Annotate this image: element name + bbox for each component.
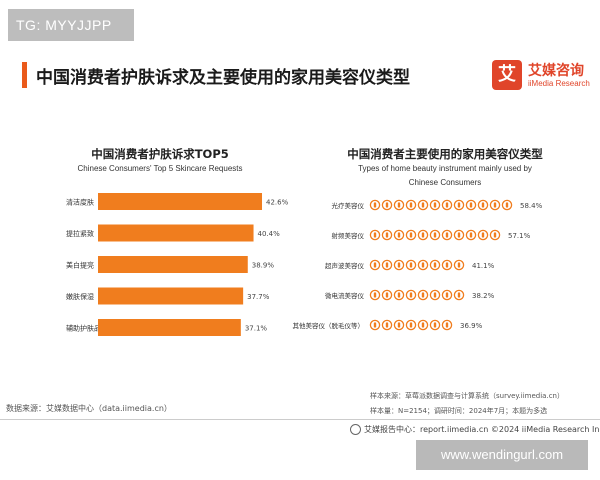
tg-badge: TG: MYYJJPP [8, 9, 134, 41]
beauty-device-icon [369, 319, 381, 331]
beauty-device-icon [441, 199, 453, 211]
beauty-device-icon [465, 199, 477, 211]
brand-name-cn: 艾媒咨询 [528, 63, 584, 79]
beauty-device-icon [477, 229, 489, 241]
beauty-device-icon [393, 319, 405, 331]
beauty-device-icon [417, 199, 429, 211]
beauty-device-icon [381, 199, 393, 211]
watermark: www.wendingurl.com [416, 440, 588, 470]
beauty-device-icon [429, 229, 441, 241]
bar [98, 319, 241, 336]
beauty-device-icon [441, 259, 453, 271]
left-chart-subtitle: Chinese Consumers' Top 5 Skincare Reques… [77, 164, 243, 173]
beauty-device-icon [453, 229, 465, 241]
bar-category-label: 提拉紧致 [66, 229, 94, 238]
beauty-device-icon [417, 319, 429, 331]
report-center-icon [350, 424, 361, 435]
pictograph-value-label: 36.9% [460, 322, 483, 330]
beauty-device-icon [405, 289, 417, 301]
bar-value-label: 38.9% [252, 262, 275, 270]
bar [98, 256, 248, 273]
beauty-device-icon [417, 229, 429, 241]
beauty-device-icon [417, 259, 429, 271]
beauty-device-icon [369, 199, 381, 211]
beauty-device-icon [453, 289, 465, 301]
right-chart-subtitle-line2: Chinese Consumers [408, 178, 482, 187]
bar-category-label: 嫩肤保湿 [66, 292, 94, 301]
title-accent-bar [22, 62, 27, 88]
beauty-device-icon [429, 259, 441, 271]
pictograph-category-label: 微电流美容仪 [325, 291, 365, 300]
pictograph-value-label: 58.4% [520, 202, 543, 210]
beauty-device-icon [465, 229, 477, 241]
right-chart-title: 中国消费者主要使用的家用美容仪类型 [347, 147, 543, 161]
beauty-device-icon [477, 199, 489, 211]
beauty-device-icon [429, 199, 441, 211]
skincare-bar-chart: 清洁度肤 42.6% 提拉紧致 40.4% 美白提亮 38.9% 嫩肤保湿 37.7% 辅助护肤… [66, 193, 289, 336]
pictograph-category-label: 光疗美容仪 [332, 201, 365, 210]
beauty-device-icon [405, 229, 417, 241]
device-pictograph-chart: 光疗美容仪 58.4% 射频美容仪 57.1% 超声波美容仪 41.1% 微电流美容仪 38.… [293, 199, 543, 331]
footer-divider [0, 419, 600, 420]
beauty-device-icon [369, 229, 381, 241]
beauty-device-icon [393, 229, 405, 241]
beauty-device-icon [369, 259, 381, 271]
bar-category-label: 美白提亮 [66, 261, 94, 270]
beauty-device-icon [441, 289, 453, 301]
bar [98, 193, 263, 210]
beauty-device-icon [405, 199, 417, 211]
beauty-device-icon [369, 289, 381, 301]
beauty-device-icon [441, 319, 453, 331]
beauty-device-icon [393, 199, 405, 211]
beauty-device-icon [453, 199, 465, 211]
sample-size-note: 样本量：N=2154；调研时间：2024年7月；本题为多选 [370, 407, 548, 415]
beauty-device-icon [393, 289, 405, 301]
page-title: 中国消费者护肤诉求及主要使用的家用美容仪类型 [36, 68, 410, 88]
beauty-device-icon [501, 199, 513, 211]
bar-value-label: 40.4% [258, 230, 281, 238]
beauty-device-icon [381, 319, 393, 331]
bar-value-label: 37.7% [247, 293, 270, 301]
pictograph-category-label: 其他美容仪（脱毛仪等） [293, 321, 365, 330]
bar-value-label: 42.6% [266, 199, 289, 207]
pictograph-value-label: 41.1% [472, 262, 495, 270]
beauty-device-icon [489, 229, 501, 241]
bar-value-label: 37.1% [245, 325, 268, 333]
source-note: 数据来源：艾媒数据中心（data.iimedia.cn） [6, 404, 172, 413]
bar-category-label: 清洁度肤 [66, 198, 94, 207]
pictograph-category-label: 超声波美容仪 [325, 261, 365, 270]
pictograph-category-label: 射频美容仪 [332, 231, 365, 240]
brand-name-en: iiMedia Research [528, 79, 590, 88]
bar [98, 224, 254, 242]
footer-text: 艾媒报告中心：report.iimedia.cn ©2024 iiMedia R… [364, 425, 600, 434]
beauty-device-icon [405, 259, 417, 271]
beauty-device-icon [429, 289, 441, 301]
brand-mark-icon: 艾 [492, 60, 522, 90]
beauty-device-icon [441, 229, 453, 241]
beauty-device-icon [405, 319, 417, 331]
beauty-device-icon [381, 289, 393, 301]
beauty-device-icon [381, 229, 393, 241]
beauty-device-icon [453, 259, 465, 271]
beauty-device-icon [489, 199, 501, 211]
brand-logo: 艾 艾媒咨询 iiMedia Research [492, 60, 596, 94]
beauty-device-icon [429, 319, 441, 331]
pictograph-value-label: 57.1% [508, 232, 531, 240]
beauty-device-icon [417, 289, 429, 301]
right-chart-subtitle-line1: Types of home beauty instrument mainly u… [358, 164, 532, 173]
bar-category-label: 辅助护肤品吸收 [66, 324, 115, 333]
beauty-device-icon [381, 259, 393, 271]
sample-source-note: 样本来源：草莓派数据调查与计算系统（survey.iimedia.cn） [370, 392, 564, 400]
pictograph-value-label: 38.2% [472, 292, 495, 300]
bar [98, 287, 244, 305]
beauty-device-icon [393, 259, 405, 271]
left-chart-title: 中国消费者护肤诉求TOP5 [91, 147, 229, 161]
